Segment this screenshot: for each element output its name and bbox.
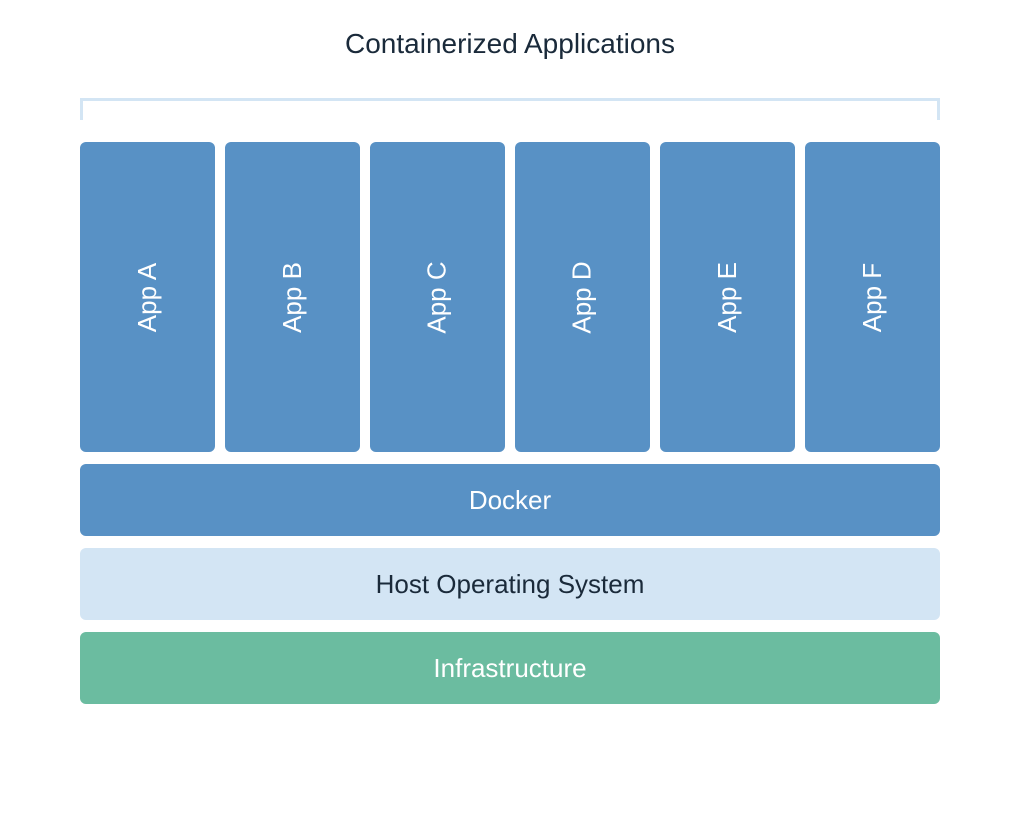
app-label: App D — [567, 261, 598, 333]
diagram-container: App A App B App C App D App E App F Dock… — [80, 98, 940, 704]
layer-label: Infrastructure — [433, 653, 586, 684]
app-label: App E — [712, 262, 743, 333]
app-box-c: App C — [370, 142, 505, 452]
layer-infrastructure: Infrastructure — [80, 632, 940, 704]
app-label: App C — [422, 261, 453, 333]
app-box-f: App F — [805, 142, 940, 452]
layer-label: Host Operating System — [376, 569, 645, 600]
layer-label: Docker — [469, 485, 551, 516]
layer-host-os: Host Operating System — [80, 548, 940, 620]
layer-docker: Docker — [80, 464, 940, 536]
app-label: App B — [277, 262, 308, 333]
app-label: App F — [857, 262, 888, 331]
app-box-b: App B — [225, 142, 360, 452]
apps-row: App A App B App C App D App E App F — [80, 142, 940, 452]
diagram-title: Containerized Applications — [345, 28, 675, 60]
app-label: App A — [132, 262, 163, 331]
app-box-e: App E — [660, 142, 795, 452]
app-box-a: App A — [80, 142, 215, 452]
apps-bracket — [80, 98, 940, 120]
app-box-d: App D — [515, 142, 650, 452]
